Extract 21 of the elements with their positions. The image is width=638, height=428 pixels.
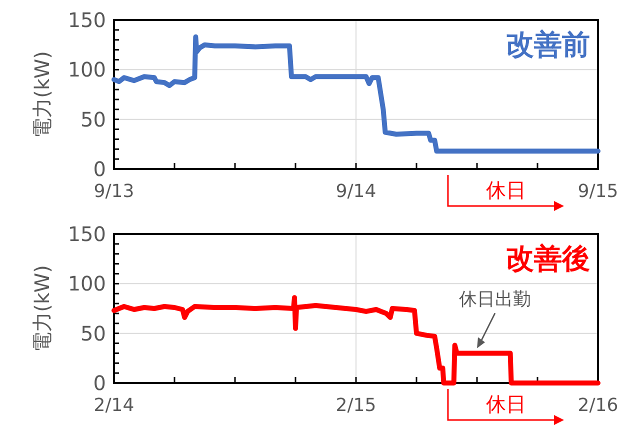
text: 休日 bbox=[486, 392, 526, 416]
text: 休日 bbox=[486, 178, 526, 202]
y-tick-label: 50 bbox=[80, 107, 106, 132]
y-axis-title: 電力(kW) bbox=[30, 265, 54, 352]
chart-title: 改善後 bbox=[506, 242, 590, 275]
x-tick-label: 9/15 bbox=[578, 181, 618, 202]
x-tick-label: 9/14 bbox=[336, 181, 376, 202]
y-axis-title: 電力(kW) bbox=[30, 51, 54, 138]
y-tick-label: 0 bbox=[93, 157, 106, 181]
x-tick-label: 9/13 bbox=[94, 181, 134, 202]
annotation: 休日出勤 bbox=[459, 289, 531, 310]
y-tick-label: 100 bbox=[68, 58, 106, 82]
x-tick-label: 2/16 bbox=[578, 395, 618, 416]
y-tick-label: 0 bbox=[93, 371, 106, 395]
y-tick-label: 100 bbox=[68, 272, 106, 296]
chart-title: 改善前 bbox=[506, 28, 590, 61]
y-tick-label: 150 bbox=[68, 8, 106, 32]
y-tick-label: 150 bbox=[68, 222, 106, 246]
y-tick-label: 50 bbox=[80, 321, 106, 346]
x-tick-label: 2/14 bbox=[94, 395, 134, 416]
x-tick-label: 2/15 bbox=[336, 395, 376, 416]
